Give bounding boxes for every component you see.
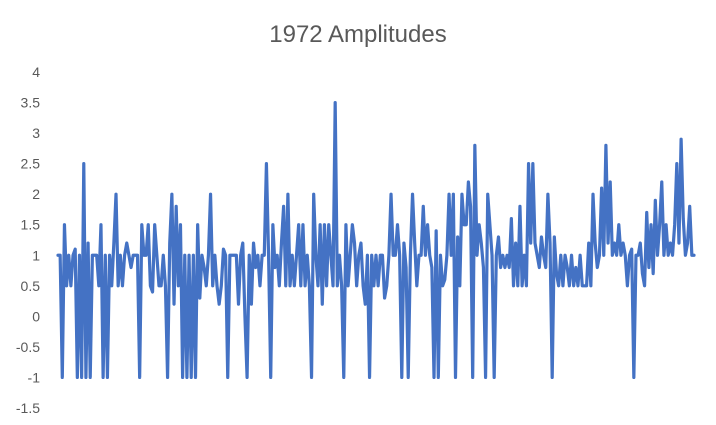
y-tick-label: 3.5 xyxy=(21,95,41,111)
y-tick-label: -1 xyxy=(28,369,41,385)
y-tick-label: 3 xyxy=(32,125,40,141)
y-axis-ticks: 4 3.5 3 2.5 2 1.5 1 0.5 0 -0.5 -1 -1.5 xyxy=(16,64,40,416)
y-tick-label: 0.5 xyxy=(21,278,41,294)
chart-title: 1972 Amplitudes xyxy=(269,21,446,48)
y-tick-label: 1 xyxy=(32,247,40,263)
y-tick-label: 0 xyxy=(32,308,40,324)
y-tick-label: 1.5 xyxy=(21,217,41,233)
y-tick-label: 2.5 xyxy=(21,156,41,172)
y-tick-label: -0.5 xyxy=(16,339,40,355)
y-tick-label: 4 xyxy=(32,64,40,80)
y-tick-label: -1.5 xyxy=(16,400,40,416)
series-layer xyxy=(56,100,696,380)
y-tick-label: 2 xyxy=(32,186,40,202)
series-line-0 xyxy=(56,100,696,380)
